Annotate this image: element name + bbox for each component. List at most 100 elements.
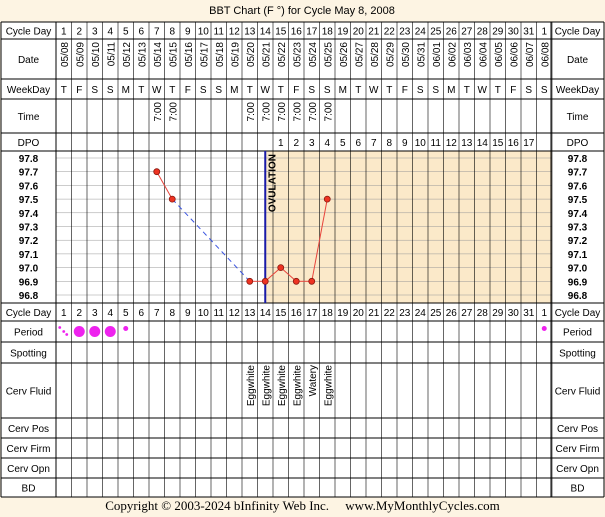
- dpo-cell: 12: [446, 138, 458, 149]
- row-label-cerv_firm: Cerv Firm: [7, 444, 51, 455]
- weekday-cell: F: [76, 85, 82, 96]
- cerv-fluid-cell: Eggwhite: [277, 365, 288, 407]
- dpo-cell: 11: [431, 138, 442, 149]
- date-cell: 05/29: [385, 42, 396, 67]
- date-cell: 05/26: [339, 42, 350, 67]
- cycle-day-cell: 19: [337, 27, 349, 38]
- cycle-day-cell-bottom: 20: [353, 308, 365, 319]
- cycle-day-cell: 16: [291, 27, 303, 38]
- row-label-right-cerv_pos: Cerv Pos: [557, 424, 598, 435]
- dpo-cell: 1: [278, 138, 284, 149]
- date-cell: 05/19: [230, 42, 241, 67]
- date-cell: 05/15: [168, 42, 179, 67]
- dpo-cell: 6: [355, 138, 361, 149]
- temp-point: [153, 168, 161, 176]
- temp-point: [308, 277, 316, 285]
- time-cell: 7:00: [153, 102, 164, 122]
- cycle-day-cell-bottom: 5: [123, 308, 129, 319]
- cycle-day-cell: 20: [353, 27, 365, 38]
- dpo-cell: 13: [461, 138, 473, 149]
- dpo-cell: 15: [492, 138, 504, 149]
- row-label-right-date: Date: [567, 55, 589, 66]
- cycle-day-cell-bottom: 31: [523, 308, 535, 319]
- cycle-day-cell: 14: [260, 27, 272, 38]
- cycle-day-cell: 31: [523, 27, 535, 38]
- time-cell: 7:00: [323, 102, 334, 122]
- cycle-day-cell: 28: [477, 27, 489, 38]
- date-cell: 05/17: [199, 42, 210, 67]
- post-ovulation-shade: [265, 151, 552, 303]
- cycle-day-cell: 26: [446, 27, 458, 38]
- copyright-text: Copyright © 2003-2024 bInfinity Web Inc.: [105, 498, 330, 513]
- date-cell: 05/09: [75, 42, 86, 67]
- temp-tick-label: 97.2: [19, 236, 39, 247]
- cycle-day-cell: 22: [384, 27, 396, 38]
- weekday-cell: T: [138, 85, 144, 96]
- date-cell: 06/07: [525, 42, 536, 67]
- period-heavy-dot: [73, 326, 85, 337]
- weekday-cell: T: [169, 85, 175, 96]
- temp-point: [277, 264, 285, 272]
- row-label-cerv_fluid: Cerv Fluid: [6, 387, 52, 398]
- cycle-day-cell: 6: [138, 27, 144, 38]
- temp-tick-label-right: 97.2: [568, 236, 588, 247]
- temp-tick-label: 97.6: [19, 181, 39, 192]
- date-cell: 06/05: [494, 42, 505, 67]
- weekday-cell: T: [464, 85, 470, 96]
- cycle-day-cell-bottom: 11: [214, 308, 225, 319]
- temp-point: [292, 277, 300, 285]
- temp-tick-label-right: 97.0: [568, 264, 588, 275]
- cycle-day-cell: 1: [541, 27, 547, 38]
- row-label-right-cycle_day: Cycle Day: [555, 308, 601, 319]
- row-label-time: Time: [18, 112, 40, 123]
- cycle-day-cell-bottom: 29: [492, 308, 504, 319]
- cycle-day-cell-bottom: 6: [138, 308, 144, 319]
- row-label-right-cerv_opn: Cerv Opn: [556, 464, 599, 475]
- row-label-dpo: DPO: [18, 138, 40, 149]
- temp-line-segment: [156, 171, 173, 200]
- date-cell: 06/08: [540, 42, 551, 67]
- cycle-day-cell: 1: [61, 27, 67, 38]
- temp-tick-label: 97.5: [19, 195, 39, 206]
- temp-tick-label-right: 97.6: [568, 181, 588, 192]
- cycle-day-cell-bottom: 8: [169, 308, 175, 319]
- temp-tick-label-right: 97.5: [568, 195, 588, 206]
- date-cell: 05/16: [184, 42, 195, 67]
- temp-tick-label-right: 96.8: [568, 291, 588, 302]
- period-spotting-dot: [65, 333, 69, 336]
- weekday-cell: T: [495, 85, 501, 96]
- weekday-cell: S: [215, 85, 222, 96]
- period-heavy-dot: [89, 326, 101, 337]
- period-light-dot: [541, 326, 547, 331]
- row-label-right-dpo: DPO: [567, 138, 589, 149]
- cycle-day-cell: 9: [185, 27, 191, 38]
- date-cell: 05/20: [246, 42, 257, 67]
- cycle-day-cell: 11: [214, 27, 225, 38]
- temp-tick-label: 97.8: [19, 154, 39, 165]
- cycle-day-cell: 2: [76, 27, 82, 38]
- temp-tick-label: 97.0: [19, 264, 39, 275]
- temp-tick-label-right: 97.1: [568, 250, 588, 261]
- weekday-cell: M: [447, 85, 455, 96]
- weekday-cell: F: [510, 85, 516, 96]
- time-cell: 7:00: [277, 102, 288, 122]
- date-cell: 05/24: [308, 42, 319, 67]
- dpo-cell: 14: [477, 138, 489, 149]
- cycle-day-cell: 4: [107, 27, 113, 38]
- date-cell: 06/06: [509, 42, 520, 67]
- cycle-day-cell-bottom: 12: [229, 308, 241, 319]
- cycle-day-cell-bottom: 4: [107, 308, 113, 319]
- chart-overlays: Cycle Day Cycle Day Date Date WeekDay WeekDay…: [6, 27, 601, 495]
- chart-grid: [0, 21, 605, 498]
- cycle-day-cell: 21: [368, 27, 380, 38]
- date-cell: 05/30: [401, 42, 412, 67]
- row-label-period: Period: [14, 328, 43, 339]
- date-cell: 05/08: [60, 42, 71, 67]
- date-cell: 06/02: [447, 42, 458, 67]
- website-link[interactable]: www.MyMonthlyCycles.com: [345, 498, 500, 513]
- cycle-day-cell-bottom: 22: [384, 308, 396, 319]
- weekday-cell: F: [402, 85, 408, 96]
- weekday-cell: T: [247, 85, 253, 96]
- weekday-cell: M: [122, 85, 130, 96]
